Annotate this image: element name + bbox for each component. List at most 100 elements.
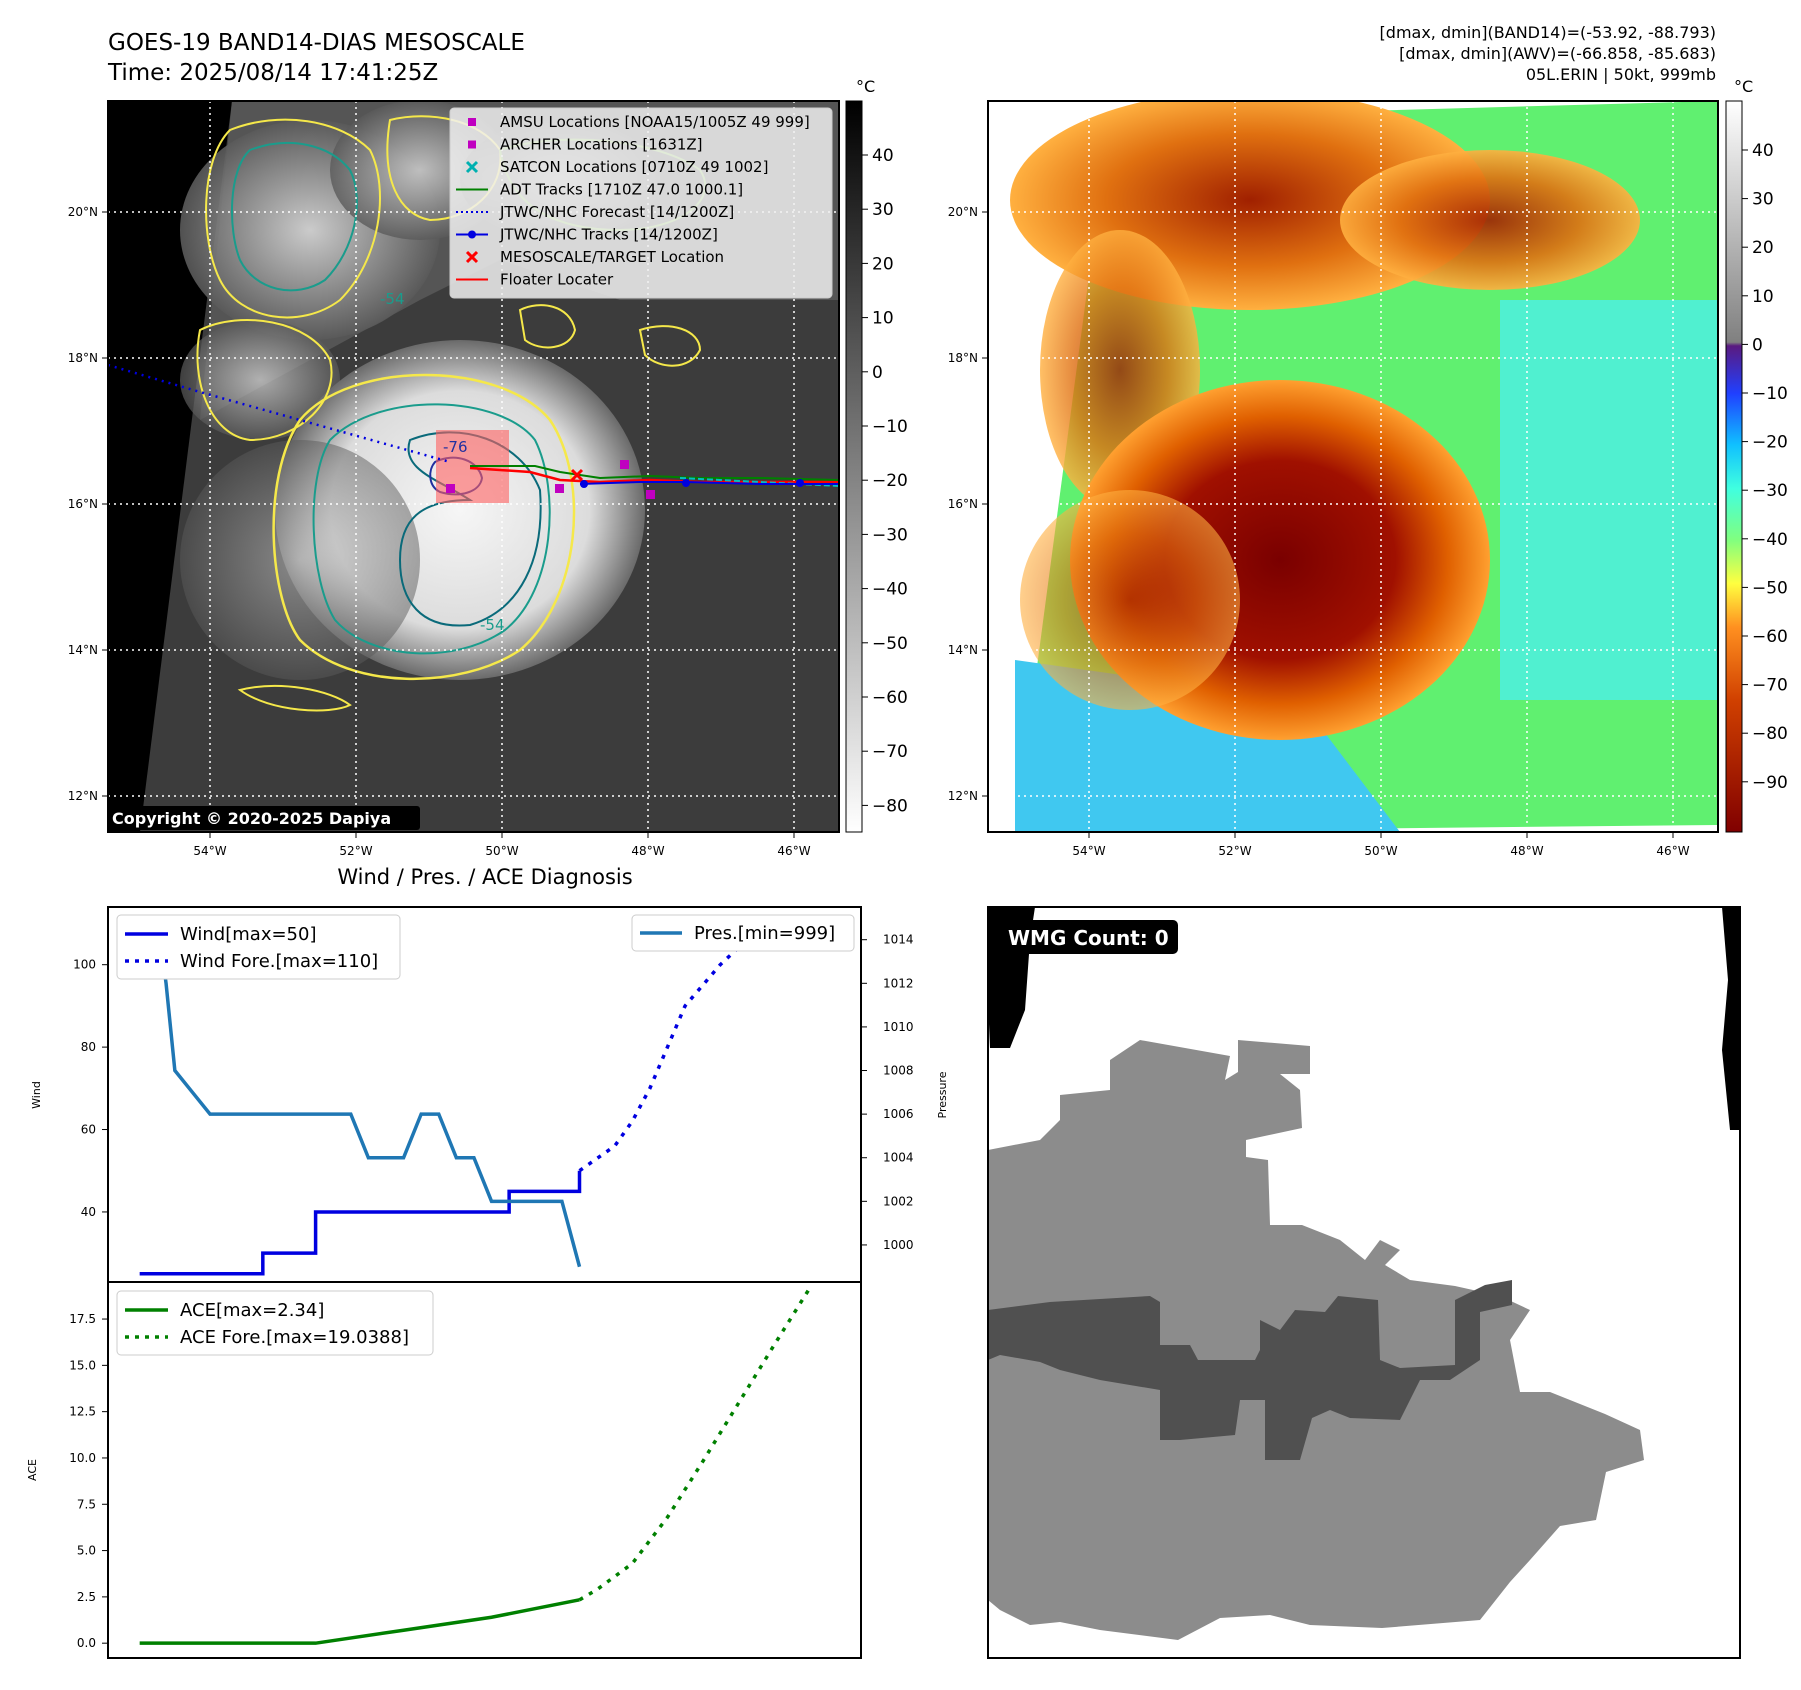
wind-tick: 80 (81, 1040, 96, 1054)
contour-label-3: -54 (480, 616, 505, 634)
color-colorbar: °C 40 30 20 10 0 −10 −20 −30 −40 −50 −60 −70 −80 −90 (1725, 77, 1788, 833)
storm-info: 05L.ERIN | 50kt, 999mb (1526, 65, 1716, 84)
color-map-gridlines (988, 101, 1718, 832)
figure-time: Time: 2025/08/14 17:41:25Z (107, 60, 438, 86)
lon-label: 54°W (1072, 844, 1105, 858)
legend-entry: SATCON Locations [0710Z 49 1002] (500, 158, 768, 176)
color-colorbar-tick: 40 (1752, 141, 1774, 161)
ace-chart: 17.5 15.0 12.5 10.0 7.5 5.0 2.5 0.0 ACE[max=2.34… (69, 1281, 862, 1659)
ace-tick: 15.0 (69, 1358, 96, 1372)
color-colorbar-tick: 0 (1752, 335, 1763, 355)
pressure-tick: 1004 (883, 1151, 914, 1165)
pressure-tick: 1014 (883, 933, 914, 947)
lat-label: 12°N (68, 789, 98, 803)
gray-colorbar: °C 40 30 20 10 0 −10 −20 −30 −40 −50 −60 −70 −80 (845, 77, 908, 833)
gray-colorbar-tick: −30 (872, 525, 908, 545)
lon-label: 54°W (193, 844, 226, 858)
color-colorbar-tick: 30 (1752, 190, 1774, 210)
legend-entry: Floater Locater (500, 271, 614, 289)
gray-colorbar-tick: 40 (872, 146, 894, 166)
gray-colorbar-tick: −80 (872, 796, 908, 816)
lon-label: 46°W (777, 844, 810, 858)
pressure-tick: 1006 (883, 1107, 914, 1121)
legend-entry: ACE Fore.[max=19.0388] (180, 1327, 409, 1348)
lon-label: 46°W (1656, 844, 1689, 858)
series-Pres.[min=999] (139, 916, 582, 1268)
ace-tick: 12.5 (69, 1405, 96, 1419)
gray-colorbar-tick: −40 (872, 580, 908, 600)
legend-entry: AMSU Locations [NOAA15/1005Z 49 999] (500, 113, 810, 131)
color-colorbar-tick: −70 (1752, 676, 1788, 696)
series-Wind Fore.[max=110] (578, 942, 791, 1173)
color-colorbar-tick: −20 (1752, 433, 1788, 453)
pressure-tick: 1008 (883, 1064, 914, 1078)
color-colorbar-tick: −90 (1752, 773, 1788, 793)
lon-label: 52°W (1218, 844, 1251, 858)
color-colorbar-tick: 20 (1752, 238, 1774, 258)
pressure-axis-label: Pressure (936, 1071, 949, 1118)
lat-label: 14°N (948, 643, 978, 657)
amsu-markers (446, 460, 655, 499)
series-ACE[max=2.34] (139, 1598, 580, 1645)
gray-colorbar-tick: −10 (872, 417, 908, 437)
series-Wind[max=50] (139, 1170, 582, 1276)
wmg-panel: WMG Count: 0 (987, 906, 1741, 1659)
gray-colorbar-tick: −20 (872, 471, 908, 491)
gray-colorbar-tick: 0 (872, 363, 883, 383)
stats-awv: [dmax, dmin](AWV)=(-66.858, -85.683) (1399, 44, 1716, 63)
lon-label: 50°W (1364, 844, 1397, 858)
contour-label-1: -54 (380, 290, 405, 308)
pressure-tick: 1000 (883, 1238, 914, 1252)
legend-entry: JTWC/NHC Forecast [14/1200Z] (499, 203, 734, 221)
gray-colorbar-unit: °C (856, 77, 875, 96)
gray-colorbar-tick: −70 (872, 742, 908, 762)
color-colorbar-tick: 10 (1752, 287, 1774, 307)
wind-tick: 40 (81, 1205, 96, 1219)
legend-entry: ARCHER Locations [1631Z] (500, 136, 703, 154)
floater-track (469, 466, 839, 484)
wind-pressure-chart: 100 80 60 40 1014 1012 1010 1008 1006 1004 1002 100… (73, 906, 914, 1283)
nhc-track-points (580, 479, 804, 488)
pressure-tick: 1002 (883, 1194, 914, 1208)
legend-entry: MESOSCALE/TARGET Location (500, 248, 724, 266)
lat-label: 20°N (948, 205, 978, 219)
adt-track (470, 465, 840, 481)
ace-legend: ACE[max=2.34] ACE Fore.[max=19.0388] (116, 1290, 434, 1356)
color-colorbar-tick: −50 (1752, 578, 1788, 598)
wind-tick: 60 (81, 1123, 96, 1137)
ace-tick: 0.0 (77, 1636, 96, 1650)
stats-band14: [dmax, dmin](BAND14)=(-53.92, -88.793) (1380, 23, 1716, 42)
color-colorbar-tick: −60 (1752, 627, 1788, 647)
ace-axis-label: ACE (26, 1459, 39, 1481)
lat-label: 18°N (68, 351, 98, 365)
figure-title: GOES-19 BAND14-DIAS MESOSCALE (108, 30, 525, 56)
lon-label: 52°W (339, 844, 372, 858)
lat-label: 20°N (68, 205, 98, 219)
ir-map-panel: -54 -76 -54 Copyright © 2020-2025 Dapiya… (107, 100, 840, 833)
wmg-count: WMG Count: 0 (1008, 926, 1169, 950)
target-marker (570, 468, 584, 482)
lon-label: 50°W (485, 844, 518, 858)
forecast-track (107, 363, 451, 464)
gray-colorbar-tick: 30 (872, 200, 894, 220)
pressure-legend: Pres.[min=999] (631, 914, 855, 952)
gray-colorbar-tick: 10 (872, 309, 894, 329)
legend-entry: ACE[max=2.34] (180, 1300, 324, 1321)
ace-tick: 2.5 (77, 1590, 96, 1604)
legend-entry: ADT Tracks [1710Z 47.0 1000.1] (500, 181, 743, 199)
lat-label: 18°N (948, 351, 978, 365)
gray-colorbar-tick: −50 (872, 634, 908, 654)
ace-tick: 7.5 (77, 1497, 96, 1511)
diagnosis-title: Wind / Pres. / ACE Diagnosis (337, 865, 632, 889)
map-legend: AMSU Locations [NOAA15/1005Z 49 999] ARCH… (449, 107, 833, 299)
gray-colorbar-tick: 20 (872, 254, 894, 274)
color-colorbar-tick: −40 (1752, 530, 1788, 550)
lat-label: 16°N (68, 497, 98, 511)
wind-axis-label: Wind (30, 1081, 43, 1109)
color-map-lat-labels: 20°N 18°N 16°N 14°N 12°N (948, 205, 988, 803)
wmg-count-box (996, 920, 1178, 954)
contour-label-2: -76 (443, 438, 468, 456)
color-colorbar-tick: −10 (1752, 384, 1788, 404)
wind-tick: 100 (73, 958, 96, 972)
